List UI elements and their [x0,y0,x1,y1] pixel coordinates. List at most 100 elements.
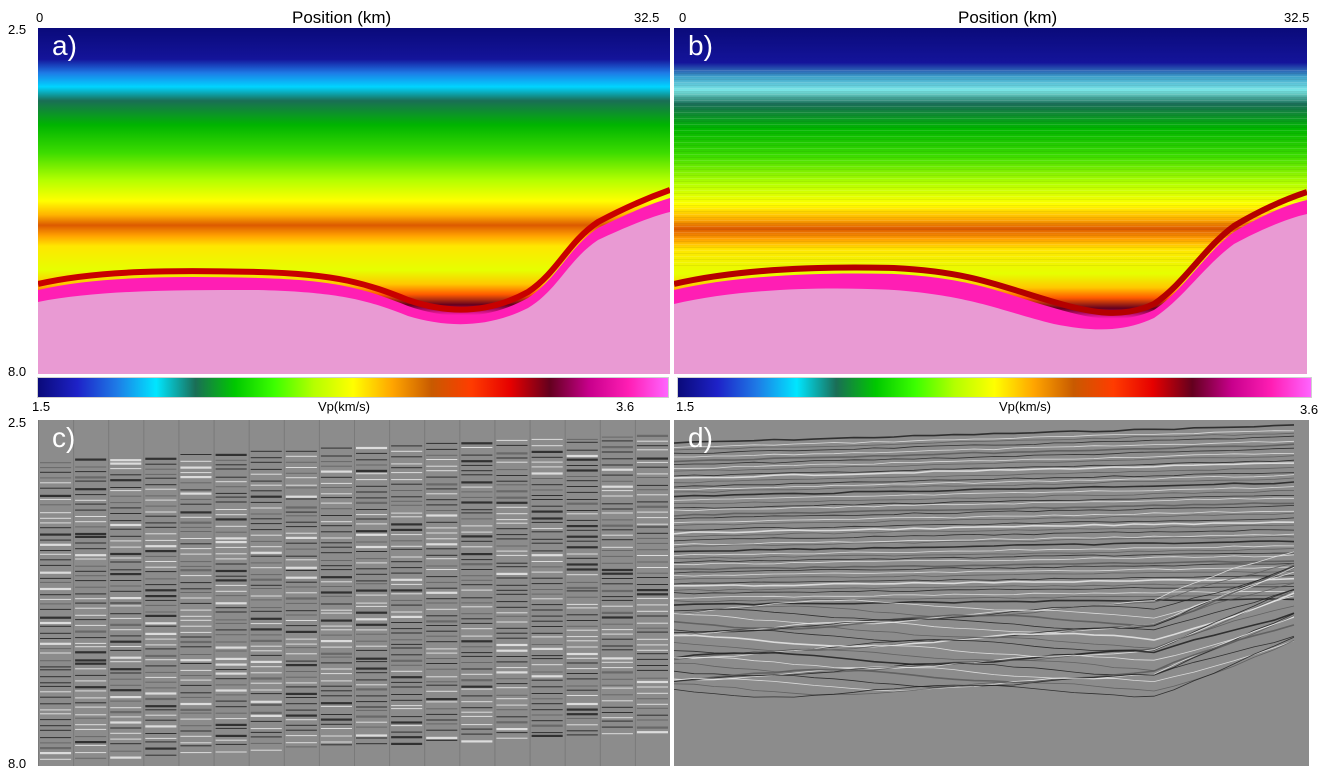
reflector-line [674,512,1295,526]
reflector-segment [531,489,563,491]
reflector-segment [566,438,598,440]
reflector-segment [215,689,247,692]
reflector-segment [566,525,598,528]
reflector-segment [110,487,142,488]
reflector-segment [426,723,458,725]
reflector-segment [320,646,352,648]
reflector-segment [285,566,317,569]
reflector-segment [75,614,107,616]
reflector-segment [601,661,633,663]
reflector-segment [391,721,423,724]
reflector-segment [285,746,317,748]
depth-top-label-upper: 2.5 [8,22,27,37]
reflector-segment [180,619,212,621]
reflector-line [674,430,1295,448]
reflector-segment [636,477,668,478]
reflector-segment [110,649,142,651]
reflector-segment [426,527,458,529]
reflector-segment [40,527,72,529]
reflector-segment [391,686,423,688]
reflector-segment [531,686,563,688]
reflector-segment [320,595,352,597]
reflector-segment [110,743,142,745]
reflector-segment [320,560,352,561]
reflector-segment [636,532,668,534]
reflector-segment [145,737,177,739]
reflector-segment [250,529,282,531]
reflector-segment [391,450,423,452]
strip-separator [73,420,75,766]
reflector-segment [426,558,458,560]
reflector-segment [391,639,423,641]
reflector-segment [461,673,493,675]
reflector-segment [356,645,388,647]
reflector-segment [285,548,317,550]
reflector-segment [461,535,493,538]
reflector-segment [285,630,317,633]
reflector-segment [250,450,282,452]
reflector-segment [531,675,563,678]
reflector-segment [75,736,107,738]
reflector-segment [461,575,493,577]
reflector-segment [461,454,493,456]
reflector-segment [285,614,317,616]
reflector-segment [40,682,72,684]
colorbar-title-right: Vp(km/s) [999,399,1051,414]
reflector-segment [145,584,177,586]
reflector-segment [496,649,528,652]
reflector-segment [145,550,177,553]
reflector-segment [180,602,212,604]
reflector-line [674,560,1295,571]
reflector-segment [601,568,633,572]
reflector-line [674,533,1295,546]
velocity-panel-b: b) [674,28,1307,374]
reflector-segment [215,563,247,565]
reflector-segment [356,533,388,536]
reflector-segment [636,631,668,633]
reflector-segment [601,503,633,505]
reflector-segment [531,720,563,722]
reflector-segment [496,637,528,639]
reflector-segment [110,585,142,587]
reflector-segment [285,692,317,695]
reflector-segment [601,468,633,471]
reflector-segment [391,589,423,592]
reflector-segment [426,576,458,578]
reflector-segment [320,714,352,715]
reflector-segment [145,665,177,667]
reflector-segment [320,735,352,737]
reflector-segment [461,474,493,476]
reflector-segment [180,745,212,747]
reflector-segment [180,492,212,495]
reflector-segment [145,725,177,728]
reflector-segment [40,471,72,473]
reflector-segment [636,719,668,721]
reflector-segment [75,458,107,461]
reflector-segment [180,725,212,727]
reflector-segment [531,438,563,440]
reflector-segment [426,690,458,692]
reflector-segment [601,534,633,536]
reflector-segment [601,480,633,482]
reflector-segment [110,721,142,724]
reflector-segment [75,757,107,759]
reflector-segment [40,571,72,574]
reflector-segment [496,550,528,552]
reflector-segment [110,756,142,759]
reflector-segment [601,694,633,696]
reflector-segment [391,593,423,595]
reflector-segment [461,464,493,466]
reflector-segment [250,546,282,548]
reflector-segment [601,589,633,593]
reflector-segment [566,574,598,576]
reflector-segment [601,490,633,492]
reflector-segment [110,668,142,671]
reflector-segment [496,584,528,586]
reflector-segment [320,612,352,614]
reflector-segment [601,720,633,722]
reflector-segment [110,520,142,522]
reflector-segment [531,528,563,530]
reflector-segment [145,687,177,689]
strip-separator [564,420,566,766]
reflector-segment [180,569,212,572]
